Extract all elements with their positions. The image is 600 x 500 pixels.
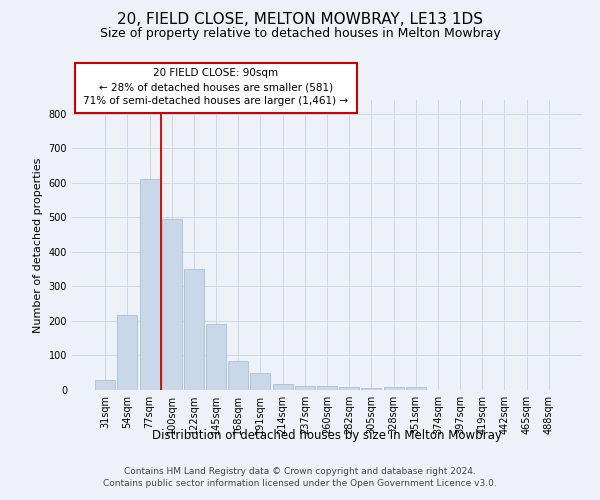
Bar — [406, 387, 426, 390]
Bar — [184, 269, 204, 390]
Bar — [295, 386, 315, 390]
Text: 20, FIELD CLOSE, MELTON MOWBRAY, LE13 1DS: 20, FIELD CLOSE, MELTON MOWBRAY, LE13 1D… — [117, 12, 483, 28]
Bar — [383, 387, 404, 390]
Bar — [250, 372, 271, 390]
Bar — [118, 314, 137, 390]
Bar — [361, 388, 382, 390]
Bar — [272, 384, 293, 390]
Bar — [140, 180, 160, 390]
Bar — [206, 324, 226, 390]
Bar — [95, 380, 115, 390]
Bar — [317, 386, 337, 390]
Bar — [228, 360, 248, 390]
Text: Distribution of detached houses by size in Melton Mowbray: Distribution of detached houses by size … — [152, 428, 502, 442]
Text: Contains HM Land Registry data © Crown copyright and database right 2024.
Contai: Contains HM Land Registry data © Crown c… — [103, 466, 497, 487]
Text: Size of property relative to detached houses in Melton Mowbray: Size of property relative to detached ho… — [100, 28, 500, 40]
Bar — [162, 219, 182, 390]
Y-axis label: Number of detached properties: Number of detached properties — [33, 158, 43, 332]
Text: 20 FIELD CLOSE: 90sqm
← 28% of detached houses are smaller (581)
71% of semi-det: 20 FIELD CLOSE: 90sqm ← 28% of detached … — [83, 68, 349, 106]
Bar — [339, 387, 359, 390]
